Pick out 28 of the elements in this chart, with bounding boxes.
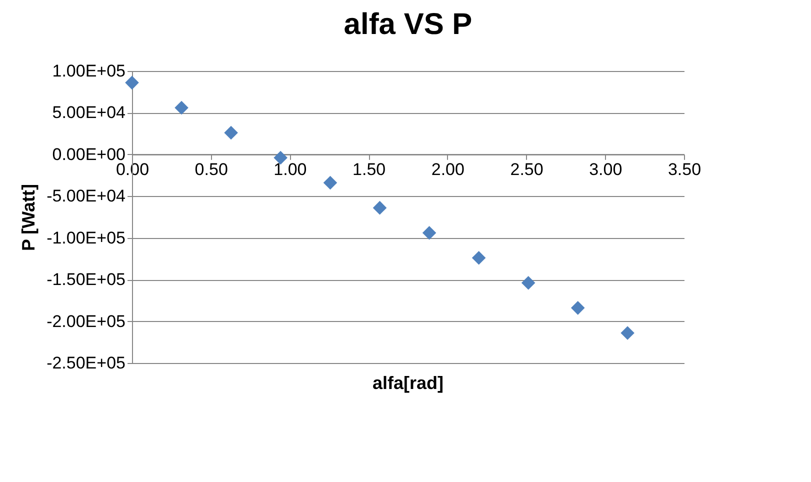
point — [521, 276, 536, 290]
point — [620, 326, 634, 340]
y-axis-title: P [Watt] — [18, 184, 39, 251]
y-tick-label: 5.00E+04 — [52, 103, 126, 122]
y-tick-label: -5.00E+04 — [46, 186, 126, 206]
x-tick-label: 3.50 — [668, 160, 702, 179]
y-tick-label: -2.00E+05 — [46, 312, 126, 331]
x-tick-label: 1.50 — [352, 160, 386, 179]
point — [224, 126, 238, 140]
point — [125, 76, 139, 90]
point — [372, 200, 387, 215]
x-axis-title: alfa[rad] — [372, 373, 444, 393]
point — [174, 100, 188, 115]
point — [422, 226, 436, 240]
x-tick-label: 1.00 — [274, 160, 307, 179]
y-tick-label: -1.50E+05 — [46, 270, 126, 290]
x-tick-label: 0.50 — [194, 160, 228, 179]
y-tick-label: 0.00E+00 — [52, 144, 126, 164]
y-tick-label: -2.50E+05 — [46, 354, 126, 372]
y-tick-label: 1.00E+05 — [52, 62, 126, 80]
point — [472, 250, 486, 265]
x-tick-label: 2.50 — [510, 160, 544, 179]
x-tick-label: 2.00 — [431, 160, 464, 179]
point — [570, 301, 585, 315]
chart-title: alfa VS P — [344, 8, 472, 41]
y-tick-label: -1.00E+05 — [46, 228, 126, 248]
x-tick-label: 3.00 — [589, 160, 622, 179]
point — [323, 176, 338, 190]
